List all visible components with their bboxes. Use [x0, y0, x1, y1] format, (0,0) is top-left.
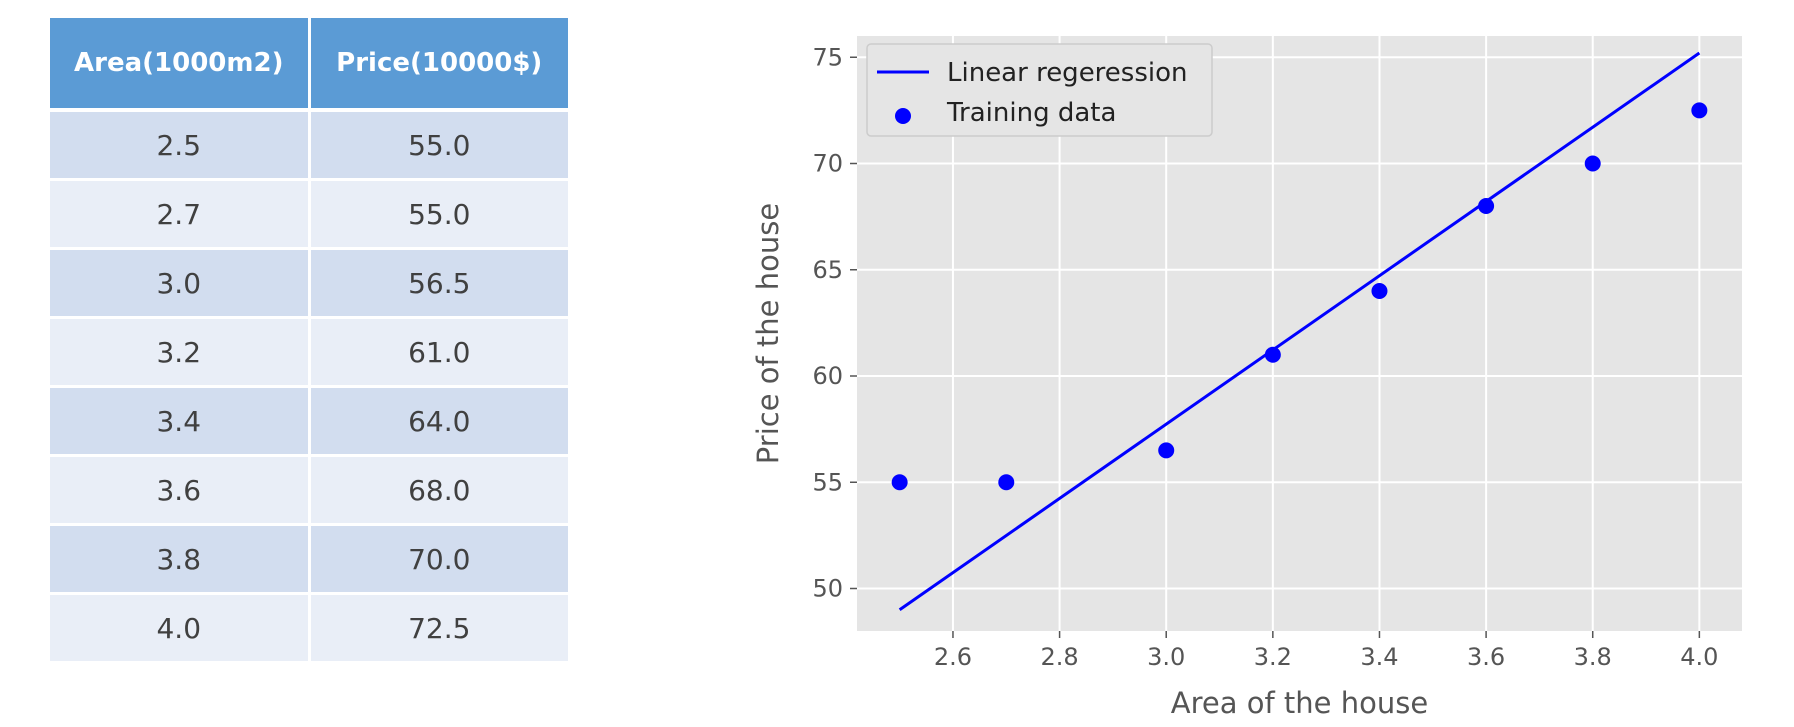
y-tick-label: 75	[812, 43, 843, 71]
cell-area: 2.7	[50, 179, 311, 250]
y-tick-label: 55	[812, 468, 843, 496]
table-row: 3.2 61.0	[50, 317, 568, 388]
table-row: 3.6 68.0	[50, 455, 568, 526]
legend-label: Linear regeression	[947, 58, 1188, 88]
data-point	[998, 474, 1015, 491]
data-point	[1264, 346, 1281, 363]
table-row: 2.7 55.0	[50, 179, 568, 250]
regression-chart: 2.6 2.8 3.0 3.2 3.4 3.6 3.8 4.0 50 55 60 65 70 75 Area…	[751, 36, 1742, 720]
cell-price: 61.0	[309, 317, 568, 388]
cell-area: 3.4	[50, 386, 311, 457]
cell-price: 55.0	[309, 110, 568, 181]
header-area: Area(1000m2)	[50, 18, 311, 112]
data-point	[1158, 442, 1175, 459]
data-point	[1584, 155, 1601, 172]
data-table: Area(1000m2) Price(10000$) 2.5 55.0 2.7 …	[50, 18, 568, 664]
cell-area: 3.2	[50, 317, 311, 388]
cell-price: 56.5	[309, 248, 568, 319]
table-row: 3.0 56.5	[50, 248, 568, 319]
cell-area: 3.8	[50, 524, 311, 595]
cell-price: 70.0	[309, 524, 568, 595]
x-axis-label: Area of the house	[1171, 686, 1428, 720]
legend-box	[866, 43, 1213, 137]
table-row: 3.4 64.0	[50, 386, 568, 457]
data-point	[1691, 102, 1708, 119]
x-tick-label: 2.6	[934, 643, 972, 671]
data-point	[891, 474, 908, 491]
table-header-row: Area(1000m2) Price(10000$)	[50, 18, 568, 112]
cell-price: 72.5	[309, 593, 568, 664]
data-point	[1371, 283, 1388, 299]
y-tick-label: 60	[812, 362, 843, 390]
cell-price: 68.0	[309, 455, 568, 526]
header-price: Price(10000$)	[309, 18, 568, 112]
x-tick-label: 4.0	[1680, 643, 1718, 671]
y-axis-label: Price of the house	[751, 203, 785, 464]
x-tick-label: 3.0	[1147, 643, 1185, 671]
legend-label: Training data	[946, 98, 1116, 128]
table-row: 3.8 70.0	[50, 524, 568, 595]
y-tick-label: 50	[812, 575, 843, 603]
y-tick-label: 70	[812, 150, 843, 178]
cell-price: 55.0	[309, 179, 568, 250]
table-row: 4.0 72.5	[50, 593, 568, 664]
legend-marker-swatch	[895, 108, 911, 124]
cell-area: 2.5	[50, 110, 311, 181]
data-point	[1478, 198, 1495, 214]
table-row: 2.5 55.0	[50, 110, 568, 181]
x-tick-label: 2.8	[1041, 643, 1079, 671]
regression-line	[898, 51, 1701, 611]
x-tick-label: 3.6	[1467, 643, 1505, 671]
x-tick-label: 3.8	[1574, 643, 1612, 671]
y-tick-label: 65	[812, 256, 843, 284]
cell-area: 3.6	[50, 455, 311, 526]
x-tick-label: 3.2	[1254, 643, 1292, 671]
cell-area: 4.0	[50, 593, 311, 664]
cell-price: 64.0	[309, 386, 568, 457]
cell-area: 3.0	[50, 248, 311, 319]
x-tick-label: 3.4	[1360, 643, 1398, 671]
